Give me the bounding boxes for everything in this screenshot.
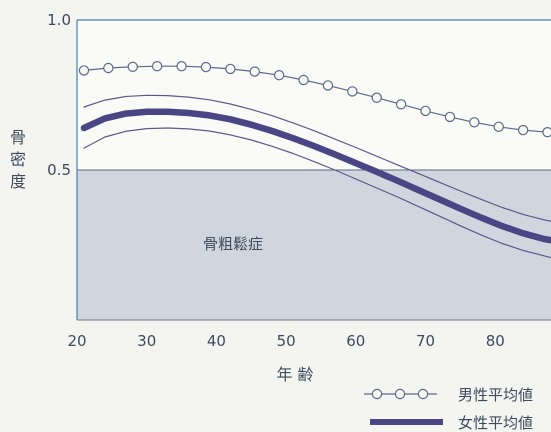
male-data-point (103, 62, 114, 74)
male-data-point (200, 61, 212, 73)
female-range-line-3 (83, 127, 551, 259)
y-tick-labels: 0.5 1.0 (47, 11, 71, 179)
male-data-point (176, 60, 187, 72)
male-data-point (322, 80, 334, 91)
male-data-point (444, 111, 456, 123)
male-data-point (493, 121, 504, 133)
x-tick-label: 40 (207, 332, 226, 350)
male-data-point (347, 86, 358, 97)
x-tick-label: 20 (67, 332, 86, 350)
x-tick-label: 80 (486, 332, 505, 350)
male-data-point (249, 66, 260, 77)
y-tick-label: 1.0 (47, 11, 71, 29)
male-data-point (298, 74, 309, 86)
x-tick-label: 70 (416, 332, 435, 350)
x-axis-title: 年 齢 (276, 365, 313, 384)
legend-male-marker (364, 388, 437, 400)
osteoporosis-label: 骨粗鬆症 (203, 235, 263, 253)
x-tick-labels: 20 30 40 50 60 70 80 (67, 332, 504, 350)
legend-male-label: 男性平均値 (458, 386, 533, 404)
male-data-point (420, 105, 431, 117)
male-data-point (78, 65, 90, 76)
x-tick-label: 30 (137, 332, 156, 350)
y-axis-title: 骨密度 (10, 128, 26, 191)
legend: 男性平均値 女性平均値 (364, 386, 533, 432)
male-data-point (469, 117, 480, 128)
male-data-point (273, 69, 285, 81)
osteoporosis-region (77, 170, 551, 320)
male-data-point (517, 124, 529, 136)
x-tick-label: 50 (277, 332, 296, 350)
male-data-point (395, 99, 407, 110)
female-average-line (80, 108, 551, 244)
x-tick-label: 60 (346, 332, 365, 350)
y-tick-label: 0.5 (47, 161, 71, 179)
male-data-point (371, 92, 382, 103)
male-data-point (225, 63, 236, 75)
series-layer (78, 60, 551, 259)
male-data-point (151, 60, 163, 72)
male-data-point (127, 61, 138, 73)
legend-female-label: 女性平均値 (458, 414, 533, 432)
male-data-point (542, 127, 551, 138)
female-range-line-2 (83, 94, 551, 222)
